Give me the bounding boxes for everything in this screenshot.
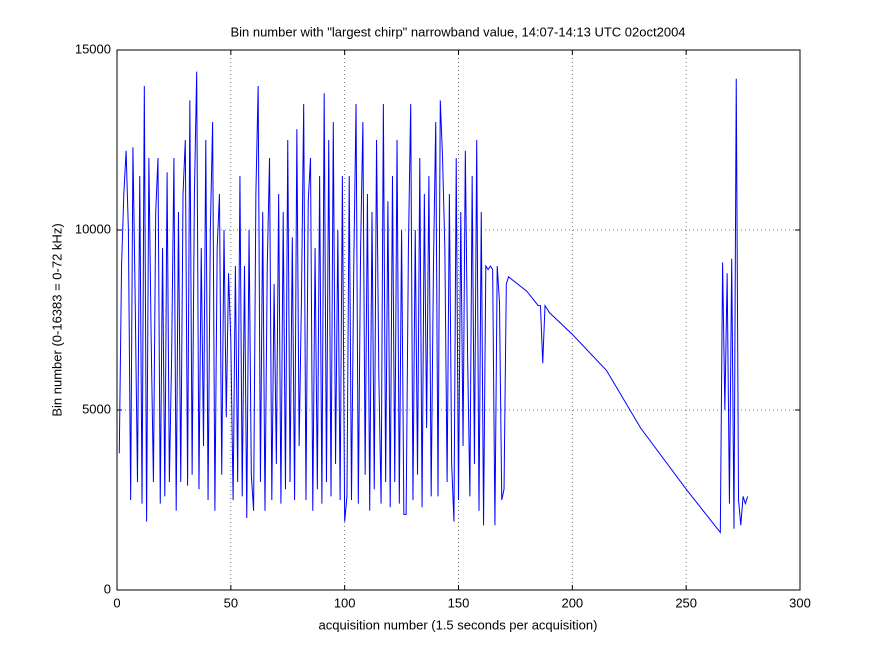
x-tick-label: 100 bbox=[334, 595, 356, 610]
x-tick-label: 150 bbox=[448, 595, 470, 610]
y-tick-label: 10000 bbox=[75, 221, 111, 236]
x-tick-label: 0 bbox=[113, 595, 120, 610]
x-tick-label: 200 bbox=[561, 595, 583, 610]
x-axis-label: acquisition number (1.5 seconds per acqu… bbox=[319, 617, 598, 632]
y-tick-label: 5000 bbox=[82, 401, 111, 416]
axes-box bbox=[116, 49, 801, 591]
x-tick-label: 50 bbox=[224, 595, 238, 610]
y-tick-label: 0 bbox=[104, 581, 111, 596]
x-tick-label: 250 bbox=[675, 595, 697, 610]
y-tick-label: 15000 bbox=[75, 41, 111, 56]
y-axis-label: Bin number (0-16383 = 0-72 kHz) bbox=[49, 223, 64, 416]
chart-title: Bin number with "largest chirp" narrowba… bbox=[230, 24, 685, 39]
x-tick-label: 300 bbox=[789, 595, 811, 610]
data-line bbox=[118, 71, 749, 534]
